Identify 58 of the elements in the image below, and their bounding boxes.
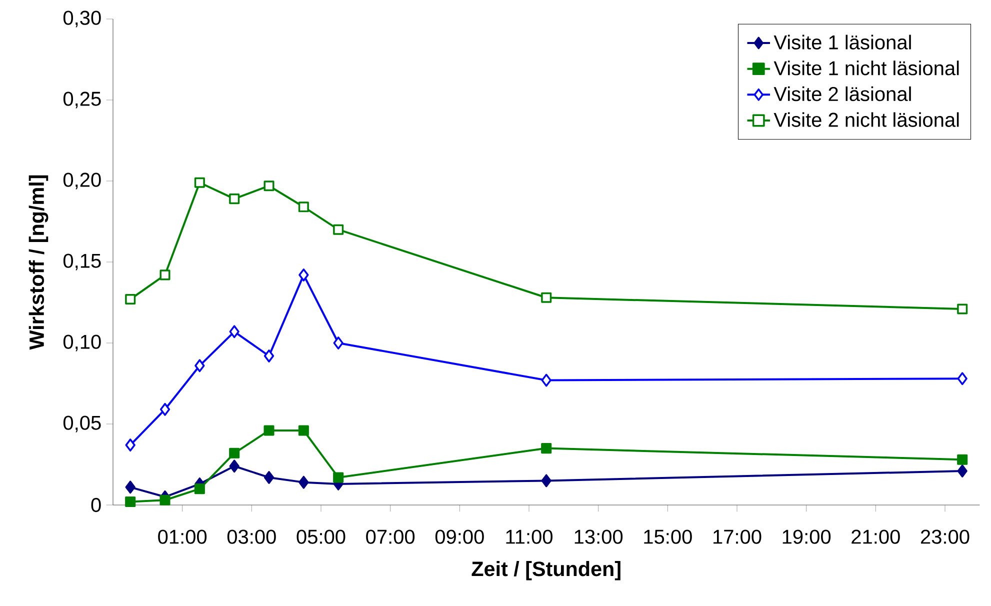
x-tick-label: 05:00 (296, 530, 346, 544)
point (125, 294, 136, 305)
x-tick-label: 03:00 (227, 530, 276, 544)
x-tick-label: 17:00 (714, 530, 762, 544)
x-tick-label: 09:00 (435, 530, 484, 544)
y-axis-title: Wirkstoff / [ng/ml] (28, 175, 48, 350)
x-tick-label: 13:00 (574, 530, 623, 544)
point (194, 359, 205, 372)
y-tick-label: 0,20 (63, 172, 101, 190)
point (264, 470, 274, 484)
legend-label: Visite 1 nicht läsional (774, 60, 959, 76)
point (229, 325, 240, 338)
point (957, 372, 968, 386)
point (229, 460, 240, 473)
point (298, 425, 309, 436)
legend-label: Visite 2 läsional (774, 86, 911, 102)
y-tick-label: 0,10 (63, 334, 101, 352)
x-tick-label: 19:00 (782, 530, 831, 544)
point (125, 438, 136, 452)
y-tick-label: 0 (91, 498, 101, 512)
point (125, 480, 136, 494)
point (194, 484, 205, 494)
point (264, 180, 274, 192)
legend-label: Visite 1 läsional (774, 34, 911, 50)
point (298, 202, 309, 212)
point (298, 476, 309, 489)
point (160, 270, 170, 280)
point (264, 349, 274, 362)
x-tick-label: 07:00 (366, 530, 415, 544)
point (957, 464, 968, 478)
point (541, 374, 552, 387)
point (160, 494, 170, 506)
x-tick-label: 15:00 (644, 530, 692, 544)
point (541, 474, 552, 488)
x-axis-title: Zeit / [Stunden] (472, 561, 620, 580)
point (957, 454, 968, 465)
legend-label: Visite 2 nicht läsional (774, 112, 959, 127)
point (333, 224, 344, 235)
point (298, 268, 309, 282)
point (333, 336, 344, 350)
y-tick-label: 0,30 (63, 10, 101, 28)
point (229, 194, 240, 204)
y-tick-label: 0,05 (63, 416, 101, 432)
point (541, 443, 552, 454)
point (160, 402, 170, 416)
point (229, 448, 240, 458)
x-tick-label: 21:00 (852, 530, 900, 544)
point (194, 177, 205, 188)
point (125, 496, 136, 508)
x-tick-label: 23:00 (920, 530, 970, 544)
y-tick-label: 0,15 (63, 254, 101, 270)
point (957, 304, 968, 314)
y-tick-label: 0,25 (63, 92, 101, 108)
point (264, 425, 274, 436)
point (541, 292, 552, 303)
point (333, 472, 344, 483)
x-tick-label: 11:00 (506, 530, 552, 544)
x-tick-label: 01:00 (158, 530, 207, 544)
